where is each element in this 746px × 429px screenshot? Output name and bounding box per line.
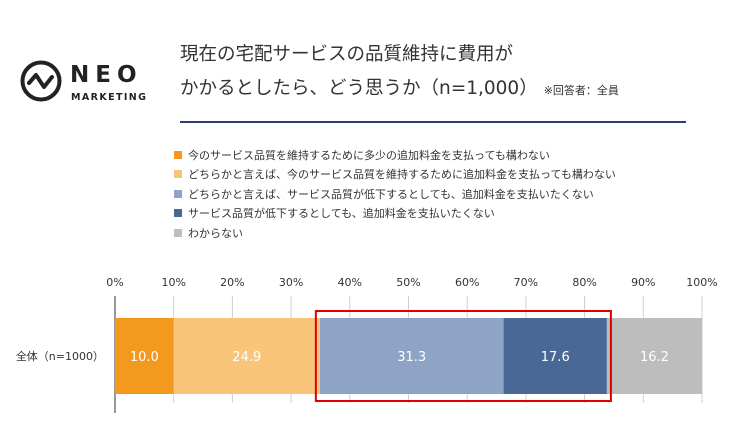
- bar-segment: [606, 318, 702, 394]
- legend-label: わからない: [188, 226, 243, 240]
- x-tick-label: 60%: [455, 276, 479, 289]
- legend-item: わからない: [174, 223, 616, 243]
- title-divider: [180, 121, 686, 123]
- legend-label: どちらかと言えば、サービス品質が低下するとしても、追加料金を支払いたくない: [188, 187, 594, 201]
- legend-label: 今のサービス品質を維持するために多少の追加料金を支払っても構わない: [188, 148, 550, 162]
- category-label: 全体（n=1000）: [16, 349, 104, 363]
- highlight-box: [314, 310, 612, 402]
- legend-swatch: [174, 228, 182, 237]
- chart-title-line-2-text: かかるとしたら、どう思うか（n=1,000）: [180, 78, 538, 99]
- respondent-note: ※回答者：全員: [543, 84, 619, 97]
- x-tick-label: 50%: [396, 276, 420, 289]
- bar-segment: [319, 318, 504, 394]
- legend-item: サービス品質が低下するとしても、追加料金を支払いたくない: [174, 204, 616, 224]
- chart-title: 現在の宅配サービスの品質維持に費用が かかるとしたら、どう思うか（n=1,000…: [180, 38, 619, 108]
- bar-segment: [115, 318, 174, 394]
- x-tick-label: 90%: [631, 276, 655, 289]
- legend-swatch: [174, 170, 182, 179]
- x-tick-label: 20%: [220, 276, 244, 289]
- bar-segment: [503, 318, 607, 394]
- legend-label: どちらかと言えば、今のサービス品質を維持するために追加料金を支払っても構わない: [188, 168, 616, 182]
- legend-item: 今のサービス品質を維持するために多少の追加料金を支払っても構わない: [174, 145, 616, 165]
- legend: 今のサービス品質を維持するために多少の追加料金を支払っても構わないどちらかと言え…: [174, 145, 616, 243]
- bar-segment: [173, 318, 320, 394]
- brand-name: NEO: [70, 62, 143, 88]
- data-label: 16.2: [640, 350, 669, 365]
- data-label: 10.0: [130, 350, 159, 365]
- data-label: 31.3: [397, 350, 426, 365]
- neo-wave-circle-icon: [20, 60, 62, 102]
- x-tick-label: 30%: [279, 276, 303, 289]
- legend-swatch: [174, 189, 182, 198]
- data-label: 17.6: [541, 350, 570, 365]
- legend-item: どちらかと言えば、今のサービス品質を維持するために追加料金を支払っても構わない: [174, 165, 616, 185]
- x-tick-label: 10%: [161, 276, 185, 289]
- x-tick-label: 80%: [572, 276, 596, 289]
- data-label: 24.9: [232, 350, 261, 365]
- chart-title-line-2: かかるとしたら、どう思うか（n=1,000） ※回答者：全員: [180, 72, 619, 108]
- x-tick-label: 0%: [106, 276, 123, 289]
- legend-label: サービス品質が低下するとしても、追加料金を支払いたくない: [188, 207, 495, 221]
- legend-item: どちらかと言えば、サービス品質が低下するとしても、追加料金を支払いたくない: [174, 184, 616, 204]
- chart-title-line-1: 現在の宅配サービスの品質維持に費用が: [180, 44, 514, 65]
- brand-sub: MARKETING: [71, 92, 148, 103]
- x-tick-label: 40%: [338, 276, 362, 289]
- legend-swatch: [174, 209, 182, 218]
- legend-swatch: [174, 150, 182, 159]
- x-tick-label: 100%: [686, 276, 717, 289]
- brand-logo: NEO MARKETING: [18, 58, 158, 108]
- x-tick-label: 70%: [514, 276, 538, 289]
